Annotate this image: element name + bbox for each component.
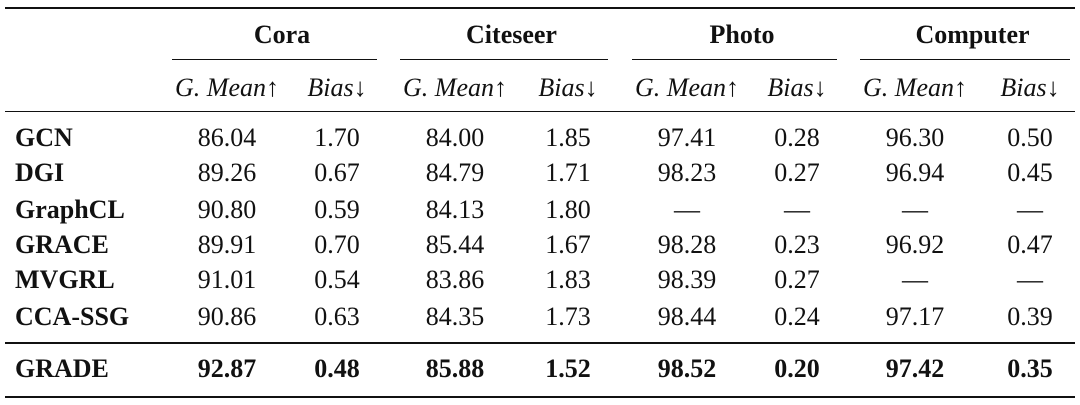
cell: 89.91 <box>197 230 257 259</box>
cell: 84.00 <box>425 123 485 152</box>
group-underline <box>632 59 837 60</box>
cell: 98.39 <box>657 265 717 294</box>
cell: 1.71 <box>545 158 591 187</box>
row-name: GraphCL <box>15 195 125 224</box>
cell: 0.39 <box>1007 302 1053 331</box>
metric-header: Bias↓ <box>538 73 598 102</box>
cell: 98.28 <box>657 230 717 259</box>
cell: 96.92 <box>885 230 945 259</box>
group-header: Photo <box>709 20 775 49</box>
cell: 84.79 <box>425 158 485 187</box>
cell: 0.47 <box>1007 230 1053 259</box>
cell: — <box>1017 265 1043 294</box>
row-name: GRACE <box>15 230 109 259</box>
group-header: Computer <box>915 20 1030 49</box>
cell: 90.80 <box>197 195 257 224</box>
cell: 0.27 <box>774 265 820 294</box>
group-underline <box>400 59 608 60</box>
cell: 0.70 <box>314 230 360 259</box>
row-name: GRADE <box>15 354 109 383</box>
cell: 85.88 <box>425 354 485 383</box>
group-underline <box>172 59 377 60</box>
cell: 0.23 <box>774 230 820 259</box>
cell: 1.80 <box>545 195 591 224</box>
header-rule <box>5 111 1075 112</box>
cell: 89.26 <box>197 158 257 187</box>
cell: 0.63 <box>314 302 360 331</box>
cell: 92.87 <box>197 354 257 383</box>
top-rule <box>5 7 1075 9</box>
row-name: MVGRL <box>15 265 115 294</box>
cell: 1.52 <box>545 354 591 383</box>
cell: 0.24 <box>774 302 820 331</box>
cell: 0.35 <box>1007 354 1053 383</box>
cell: 83.86 <box>425 265 485 294</box>
cell: 96.94 <box>885 158 945 187</box>
cell: 0.50 <box>1007 123 1053 152</box>
cell: 1.83 <box>545 265 591 294</box>
cell: — <box>1017 195 1043 224</box>
cell: 86.04 <box>197 123 257 152</box>
cell: 0.67 <box>314 158 360 187</box>
cell: — <box>674 195 700 224</box>
bottom-rule <box>5 396 1075 398</box>
cell: 98.44 <box>657 302 717 331</box>
cell: 0.20 <box>774 354 820 383</box>
cell: 97.17 <box>885 302 945 331</box>
cell: 84.35 <box>425 302 485 331</box>
cell: 97.42 <box>885 354 945 383</box>
cell: 0.45 <box>1007 158 1053 187</box>
metric-header: G. Mean↑ <box>635 73 739 102</box>
cell: 96.30 <box>885 123 945 152</box>
cell: 0.48 <box>314 354 360 383</box>
metric-header: Bias↓ <box>767 73 827 102</box>
cell: 0.54 <box>314 265 360 294</box>
metric-header: Bias↓ <box>307 73 367 102</box>
metric-header: G. Mean↑ <box>175 73 279 102</box>
cell: 1.70 <box>314 123 360 152</box>
cell: 0.27 <box>774 158 820 187</box>
cell: 0.28 <box>774 123 820 152</box>
metric-header: G. Mean↑ <box>403 73 507 102</box>
cell: 1.73 <box>545 302 591 331</box>
cell: 84.13 <box>425 195 485 224</box>
cell: — <box>902 265 928 294</box>
cell: — <box>902 195 928 224</box>
group-underline <box>860 59 1070 60</box>
metric-header: Bias↓ <box>1000 73 1060 102</box>
cell: 0.59 <box>314 195 360 224</box>
cell: 97.41 <box>657 123 717 152</box>
cell: 90.86 <box>197 302 257 331</box>
cell: — <box>784 195 810 224</box>
metric-header: G. Mean↑ <box>863 73 967 102</box>
row-name: DGI <box>15 158 65 187</box>
cell: 91.01 <box>197 265 257 294</box>
cell: 85.44 <box>425 230 485 259</box>
mid-rule <box>5 342 1075 344</box>
row-name: GCN <box>15 123 73 152</box>
cell: 98.23 <box>657 158 717 187</box>
group-header: Cora <box>253 20 311 49</box>
group-header: Citeseer <box>466 20 557 49</box>
cell: 98.52 <box>657 354 717 383</box>
cell: 1.85 <box>545 123 591 152</box>
row-name: CCA-SSG <box>15 302 130 331</box>
cell: 1.67 <box>545 230 591 259</box>
